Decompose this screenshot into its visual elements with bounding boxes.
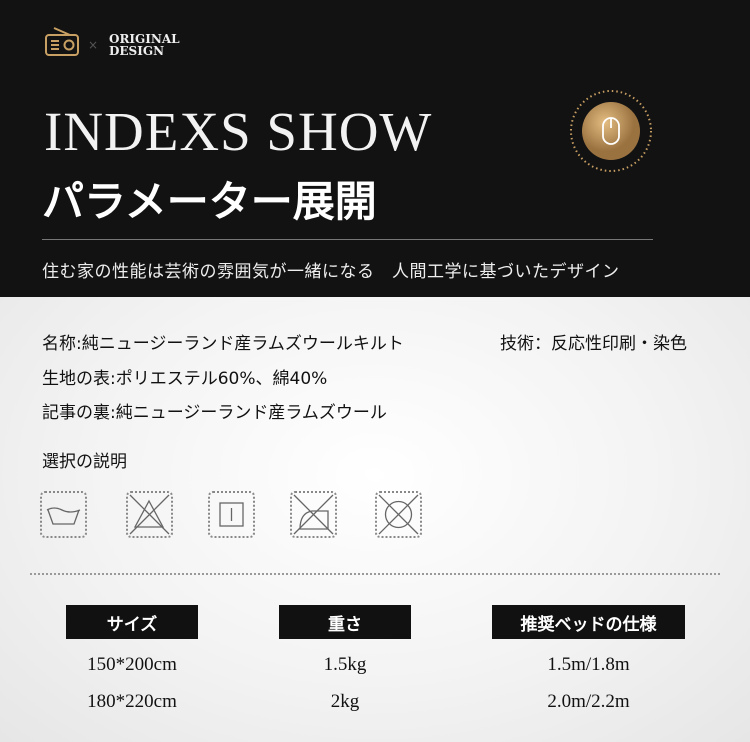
dotted-divider (30, 573, 720, 575)
header-size: サイズ (66, 605, 198, 639)
no-dry-clean-icon (375, 491, 422, 538)
spec-back: 記事の裏:純ニュージーランド産ラムズウール (42, 403, 387, 423)
mouse-scroll-icon (570, 90, 652, 172)
spec-tech: 技術：反応性印刷・染色 (500, 334, 687, 354)
spec-surface: 生地の表:ポリエステル60%、綿40% (42, 369, 328, 389)
title-jp: パラメーター展開 (42, 177, 377, 226)
times-sign: × (88, 38, 99, 52)
header-banner: × ORIGINAL DESIGN INDEXS SHOW パラメーター展開 住む… (0, 0, 750, 297)
header-weight: 重さ (279, 605, 411, 639)
logo-text: ORIGINAL DESIGN (109, 32, 180, 58)
table-cell: 2kg (330, 691, 360, 712)
care-title: 選択の説明 (42, 452, 127, 472)
divider (42, 239, 653, 240)
table-cell: 1.5m/1.8m (547, 654, 630, 675)
no-bleach-icon (126, 491, 173, 538)
subtitle: 住む家の性能は芸術の雰囲気が一緒になる 人間工学に基づいたデザイン (42, 262, 620, 282)
table-cell: 150*200cm (87, 654, 177, 675)
radio-logo-icon (45, 27, 79, 56)
tumble-dry-icon (208, 491, 255, 538)
header-bed: 推奨ベッドの仕様 (492, 605, 685, 639)
hand-wash-icon (40, 491, 87, 538)
table-cell: 180*220cm (87, 691, 177, 712)
no-iron-icon (290, 491, 337, 538)
title-en: INDEXS SHOW (44, 101, 433, 162)
table-cell: 2.0m/2.2m (547, 691, 630, 712)
table-cell: 1.5kg (323, 654, 367, 675)
spec-name: 名称:純ニュージーランド産ラムズウールキルト (42, 334, 404, 354)
